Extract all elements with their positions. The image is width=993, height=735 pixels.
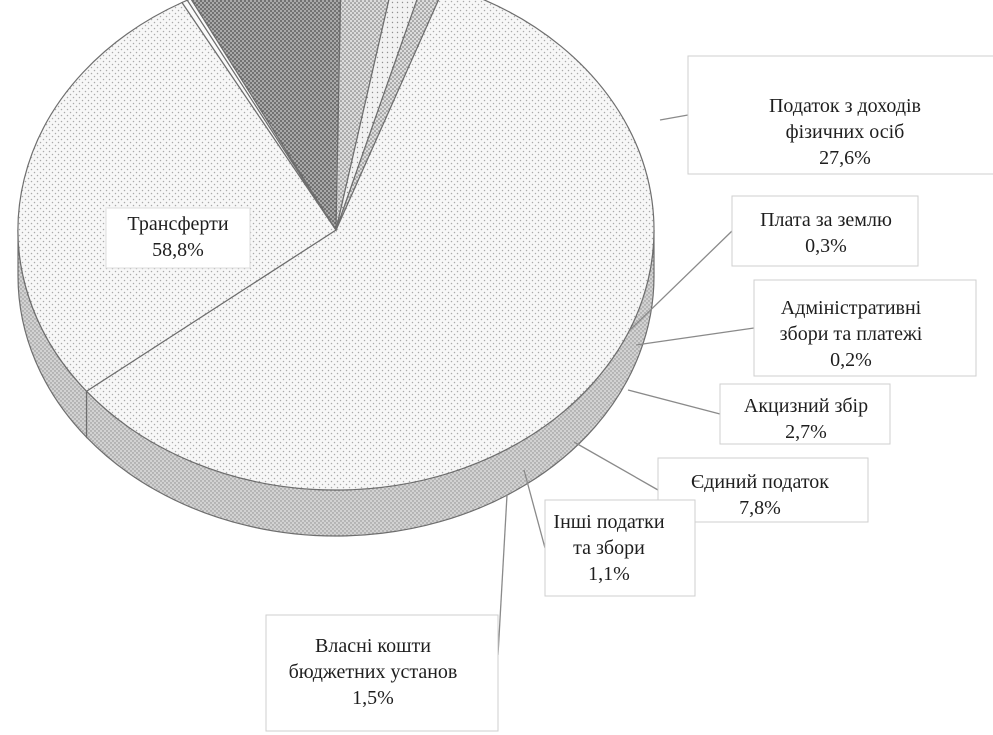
label-text-other: Інші податки <box>553 511 664 533</box>
label-land: Плата за землю 0,3% <box>731 195 919 267</box>
label-text-land: Плата за землю <box>760 209 892 231</box>
label-text-pit: фізичних осіб <box>786 121 905 143</box>
label-pit: Податок з доходів фізичних осіб 27,6% <box>687 55 993 175</box>
slice-admin <box>186 0 337 231</box>
label-value-single: 7,8% <box>739 497 781 519</box>
label-other: Інші податки та збори 1,1% <box>544 499 696 597</box>
label-box-admin <box>753 279 977 377</box>
label-text-other: та збори <box>573 537 645 559</box>
slice-transfers <box>85 0 655 491</box>
label-value-own: 1,5% <box>352 687 394 709</box>
label-box-own <box>265 614 499 732</box>
slice-other <box>335 0 440 231</box>
leader-admin <box>635 327 755 346</box>
label-admin: Адміністративні збори та платежі 0,2% <box>753 279 977 377</box>
label-value-pit: 27,6% <box>819 147 871 169</box>
label-text-single: Єдиний податок <box>691 471 829 493</box>
label-box-pit <box>687 55 993 175</box>
slice-excise <box>335 0 390 231</box>
label-box-excise <box>719 383 891 445</box>
leader-own <box>497 494 508 656</box>
label-text-transfers: Трансферти <box>127 213 228 235</box>
label-box-other <box>544 499 696 597</box>
label-transfers: Трансферти 58,8% <box>105 207 251 269</box>
leader-other <box>523 469 546 549</box>
label-excise: Акцизний збір 2,7% <box>719 383 891 445</box>
label-value-land: 0,3% <box>805 235 847 257</box>
slice-single <box>190 0 342 233</box>
label-box-land <box>731 195 919 267</box>
slice-labels: Трансферти 58,8% Податок з доходів фізичних… <box>105 55 993 732</box>
label-text-admin: Адміністративні <box>781 297 922 319</box>
label-text-own: Власні кошти <box>315 635 431 657</box>
label-text-admin: збори та платежі <box>780 323 923 345</box>
pie-slices <box>17 0 655 491</box>
leader-pit <box>659 114 689 121</box>
leader-lines <box>497 114 755 656</box>
label-value-other: 1,1% <box>588 563 630 585</box>
leader-land <box>629 230 733 331</box>
label-text-excise: Акцизний збір <box>744 395 868 417</box>
label-text-own: бюджетних установ <box>289 661 458 683</box>
label-text-pit: Податок з доходів <box>769 95 921 117</box>
leader-excise <box>627 389 721 415</box>
label-value-admin: 0,2% <box>830 349 872 371</box>
label-value-excise: 2,7% <box>785 421 827 443</box>
label-own: Власні кошти бюджетних установ 1,5% <box>265 614 499 732</box>
slice-pit <box>17 1 337 392</box>
label-value-transfers: 58,8% <box>152 239 204 261</box>
leader-single <box>573 441 659 491</box>
label-box-transfers <box>105 207 251 269</box>
